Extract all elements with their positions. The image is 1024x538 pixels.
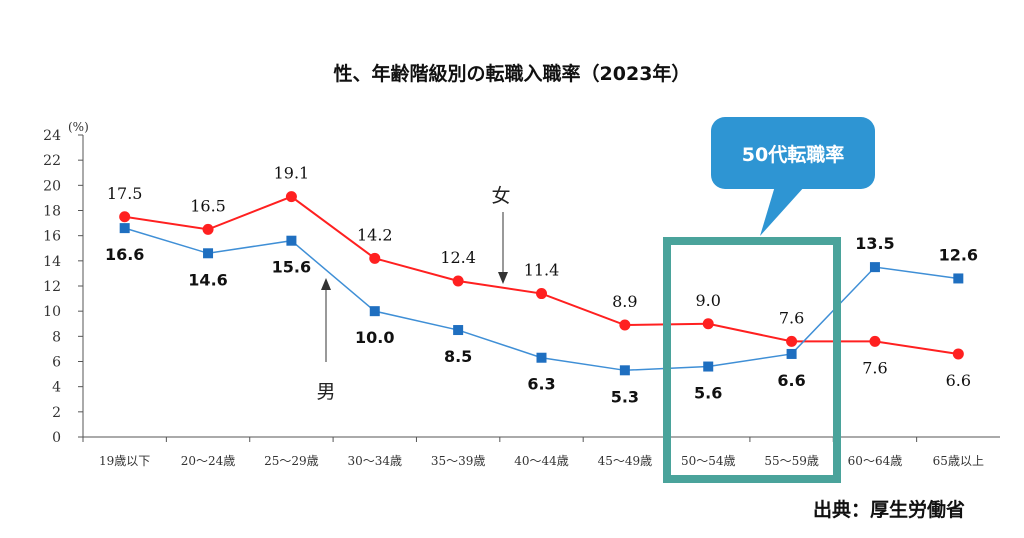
male-data-point	[953, 273, 964, 284]
female-data-label: 12.4	[440, 248, 476, 267]
y-tick-label: 6	[52, 355, 61, 371]
male-data-label: 12.6	[939, 245, 978, 264]
male-data-label: 8.5	[444, 347, 472, 366]
female-arrow-head	[498, 272, 508, 284]
y-tick-label: 12	[43, 279, 61, 295]
female-data-point	[202, 223, 214, 235]
male-data-label: 5.6	[694, 384, 722, 403]
male-data-label: 5.3	[611, 387, 639, 406]
series-label-male: 男	[316, 381, 335, 403]
female-data-point	[952, 348, 964, 360]
y-tick-label: 24	[43, 128, 61, 144]
y-tick-label: 18	[43, 204, 61, 220]
male-data-point	[286, 235, 297, 246]
female-data-point	[786, 335, 798, 347]
female-data-point	[285, 191, 297, 203]
source-note: 出典：厚生労働省	[813, 498, 965, 521]
y-tick-label: 20	[43, 178, 61, 194]
y-tick-label: 22	[43, 153, 61, 169]
male-data-label: 14.6	[188, 270, 227, 289]
male-data-point	[619, 365, 630, 376]
male-data-label: 13.5	[855, 234, 894, 253]
female-data-label: 6.6	[946, 371, 971, 390]
female-data-label: 17.5	[107, 184, 143, 203]
male-data-label: 10.0	[355, 328, 394, 347]
female-data-point	[869, 335, 881, 347]
male-data-label: 6.6	[777, 371, 805, 390]
male-data-label: 6.3	[527, 375, 555, 394]
male-data-point	[369, 306, 380, 317]
y-tick-label: 14	[43, 254, 61, 270]
x-tick-label: 45～49歳	[598, 454, 653, 468]
female-data-label: 8.9	[612, 292, 637, 311]
female-data-label: 16.5	[190, 196, 226, 215]
callout-bubble: 50代転職率	[711, 117, 875, 236]
x-tick-label: 40～44歳	[514, 454, 569, 468]
male-data-point	[703, 361, 714, 372]
highlight-box-50s	[663, 237, 841, 483]
y-tick-label: 4	[52, 380, 61, 396]
x-tick-label: 55～59歳	[764, 454, 819, 468]
male-data-label: 16.6	[105, 245, 144, 264]
series-label-female: 女	[491, 185, 510, 207]
female-data-point	[369, 252, 381, 264]
y-tick-label: 2	[52, 405, 61, 421]
female-data-label: 7.6	[862, 358, 887, 377]
male-data-point	[119, 223, 130, 234]
female-data-point	[619, 319, 631, 331]
female-data-point	[536, 288, 547, 300]
male-data-point	[203, 248, 214, 259]
female-data-label: 11.4	[524, 261, 560, 280]
female-data-point	[702, 318, 714, 330]
female-data-label: 19.1	[274, 164, 310, 183]
male-data-point	[869, 262, 880, 273]
x-tick-label: 50～54歳	[681, 454, 736, 468]
female-data-point	[452, 275, 464, 287]
y-tick-label: 16	[43, 229, 61, 245]
x-tick-label: 60～64歳	[848, 454, 903, 468]
male-data-point	[536, 352, 547, 363]
x-tick-label: 65歳以上	[933, 454, 984, 468]
y-axis-unit: (%)	[68, 120, 89, 134]
female-data-label: 14.2	[357, 225, 393, 244]
male-data-label: 15.6	[272, 258, 311, 277]
x-tick-label: 20～24歳	[181, 454, 236, 468]
chart-title: 性、年齢階級別の転職入職率（2023年）	[334, 62, 691, 85]
x-tick-label: 35～39歳	[431, 454, 486, 468]
x-tick-label: 30～34歳	[347, 454, 402, 468]
y-tick-label: 8	[52, 329, 61, 345]
y-tick-label: 0	[52, 430, 61, 446]
callout-text: 50代転職率	[742, 143, 844, 166]
x-tick-label: 25～29歳	[264, 454, 319, 468]
male-data-point	[453, 325, 464, 336]
y-tick-label: 10	[43, 304, 61, 320]
female-data-label: 7.6	[779, 308, 804, 327]
male-data-point	[786, 348, 797, 359]
female-data-point	[119, 211, 131, 223]
male-arrow-head	[321, 278, 331, 290]
x-tick-label: 19歳以下	[99, 454, 150, 468]
female-data-label: 9.0	[696, 291, 721, 310]
